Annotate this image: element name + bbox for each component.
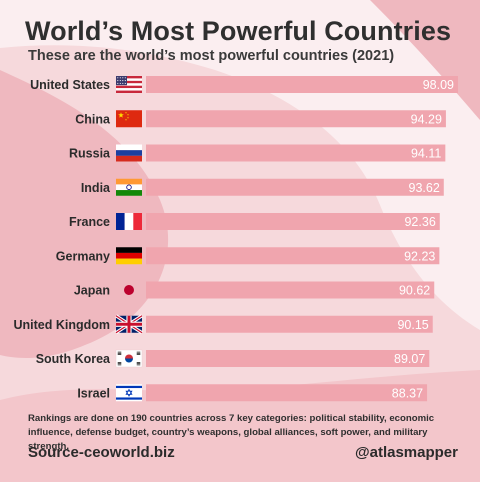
bar: [146, 350, 430, 367]
flag-fr-icon: [116, 213, 142, 230]
source-credit: Source-ceoworld.biz: [28, 444, 175, 461]
value-label: 92.36: [404, 215, 435, 229]
bar: [146, 281, 435, 299]
flag-jp-icon: [124, 285, 134, 295]
value-label: 89.07: [394, 352, 425, 366]
category-label: France: [69, 215, 110, 229]
value-label: 88.37: [392, 386, 423, 400]
flag-ru-icon: [116, 144, 142, 162]
flag-in-icon: [116, 178, 142, 196]
value-label: 90.15: [397, 318, 428, 332]
value-label: 94.29: [411, 112, 442, 126]
flag-us-icon: [116, 76, 142, 93]
bar: [146, 315, 433, 333]
value-label: 94.11: [411, 147, 441, 161]
category-label: Israel: [77, 386, 110, 400]
bar: [146, 213, 440, 230]
flag-il-icon: [116, 384, 142, 402]
category-label: India: [81, 181, 111, 195]
flag-gb-icon: [115, 314, 143, 335]
value-label: 93.62: [409, 181, 440, 195]
category-label: Germany: [56, 249, 110, 263]
value-label: 98.09: [423, 78, 454, 92]
flag-kr-icon: [115, 349, 143, 368]
flag-de-icon: [116, 247, 142, 265]
bar: [146, 384, 428, 402]
bar: [146, 110, 446, 128]
value-label: 90.62: [399, 284, 430, 298]
bar: [146, 76, 458, 93]
methodology-note: Rankings are done on 190 countries acros…: [28, 413, 435, 452]
flag-cn-icon: [116, 110, 142, 128]
background-blob-pink-top: [370, 0, 480, 120]
bar: [146, 144, 446, 162]
category-label: Russia: [69, 147, 111, 161]
category-label: China: [75, 112, 111, 126]
value-label: 92.23: [404, 249, 435, 263]
category-label: United States: [30, 78, 110, 92]
category-label: South Korea: [36, 352, 111, 366]
category-label: Japan: [74, 284, 110, 298]
bar: [146, 178, 444, 196]
bar: [146, 247, 440, 265]
page-title: World’s Most Powerful Countries: [25, 16, 452, 46]
author-handle: @atlasmapper: [354, 444, 458, 461]
page-subtitle: These are the world’s most powerful coun…: [28, 48, 395, 64]
category-label: United Kingdom: [13, 318, 110, 332]
